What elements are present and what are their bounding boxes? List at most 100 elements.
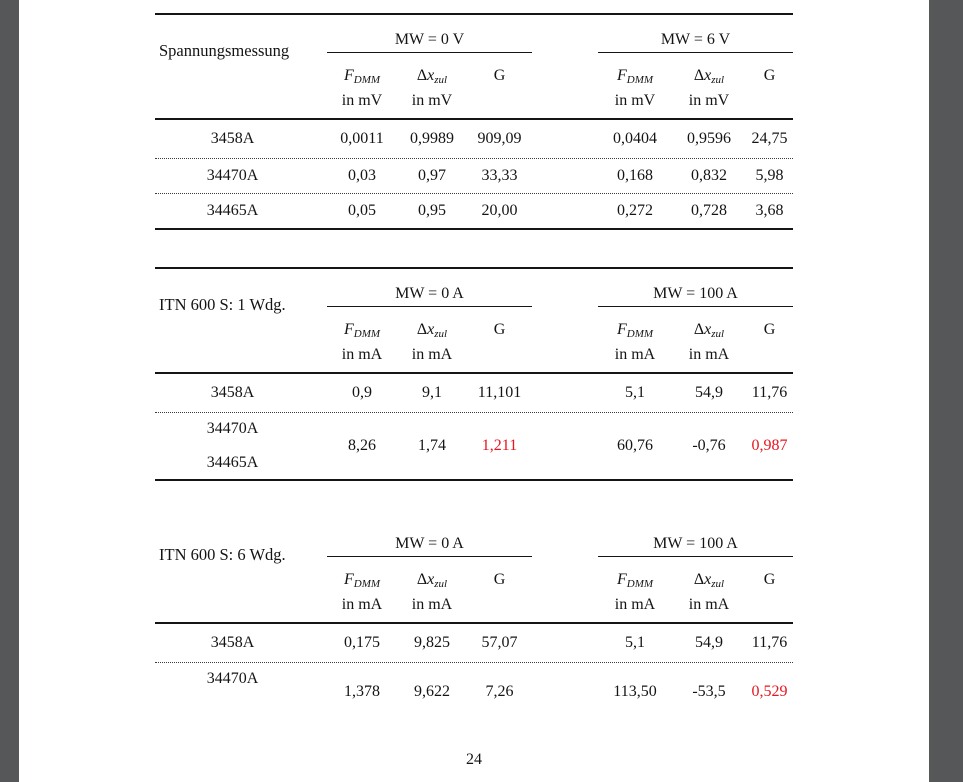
col-unit-label: in mV [688,92,730,109]
table-group-label: ITN 600 S: 6 Wdg. [159,545,286,564]
spacer [467,347,532,363]
value-cell: 11,76 [751,634,788,651]
col-header-dxzul: Δxzul [397,322,467,340]
col-header-g: G [763,321,776,338]
x-symbol: x [427,571,435,588]
value-cell: 3,68 [755,202,784,219]
value-cell-highlighted: 1,211 [481,437,518,454]
spacer [155,572,327,588]
device-name-cell: 3458A [210,130,255,147]
col-unit-label: in mA [614,596,656,613]
table-spannungsmessung: Spannungsmessung MW = 0 V MW = 6 V FDMM … [155,13,793,230]
value-cell: 0,832 [691,167,727,184]
value-cell: 0,0404 [613,130,657,147]
fdmm-subscript: DMM [353,74,381,86]
value-cell: 24,75 [751,130,788,147]
spacer [467,93,532,109]
col-header-fdmm: FDMM [327,67,397,86]
table-row: 3458A 0,9 9,1 11,101 5,1 54,9 11,76 [155,374,793,412]
spacer [532,572,598,588]
device-name-line: 34470A [206,420,259,437]
delta-symbol: Δ [416,67,428,84]
dxzul-subscript: zul [434,74,448,86]
spacer [746,93,793,109]
spacer [155,68,327,84]
col-header-dxzul: Δxzul [672,571,746,590]
mw-group-header: MW = 0 A [327,536,532,557]
value-cell: 1,378 [344,683,380,700]
value-cell: 0,168 [617,167,653,184]
fdmm-symbol: F [616,571,627,588]
fdmm-subscript: DMM [353,578,381,590]
value-cell: 0,0011 [340,130,384,147]
spacer [532,597,598,613]
device-name-cell: 34470A [155,663,310,721]
value-cell: 33,33 [481,167,518,184]
x-symbol: x [704,571,712,588]
mw-group-header: MW = 100 A [598,536,793,557]
spacer [155,93,327,109]
fdmm-symbol: F [616,67,627,84]
spacer [746,597,793,613]
value-cell: 11,101 [477,384,522,401]
value-cell: 8,26 [348,437,376,454]
mw-group-header: MW = 0 V [327,32,532,53]
spacer [155,597,327,613]
device-name-cell: 3458A [210,634,255,651]
value-cell: 54,9 [695,634,723,651]
table-row: 34470A 34465A 8,26 1,74 1,211 60,76 -0,7… [155,412,793,479]
table-row: 3458A 0,0011 0,9989 909,09 0,0404 0,9596… [155,120,793,158]
value-cell: 5,98 [755,167,784,184]
table-itn-600s-6wdg: ITN 600 S: 6 Wdg. MW = 0 A MW = 100 A FD… [155,519,793,721]
dxzul-subscript: zul [711,578,725,590]
value-cell: 60,76 [617,437,653,454]
table-header: MW = 0 V MW = 6 V FDMM Δxzul G FDMM Δxzu… [155,15,793,120]
dxzul-subscript: zul [711,328,725,340]
col-header-fdmm: FDMM [327,322,397,340]
value-cell: -0,76 [692,437,726,454]
col-header-g: G [763,571,776,588]
value-cell: 9,825 [414,634,450,651]
col-unit-label: in mV [341,92,383,109]
fdmm-symbol: F [343,571,354,588]
value-cell-highlighted: 0,987 [751,437,788,454]
value-cell: 7,26 [485,683,514,700]
fdmm-subscript: DMM [353,328,381,340]
col-header-g: G [763,67,776,84]
col-header-fdmm: FDMM [327,571,397,590]
col-unit-label: in mA [411,346,453,363]
value-cell: 0,95 [418,202,446,219]
mw-group-header: MW = 0 A [327,286,532,307]
device-name-line: 34465A [206,454,259,471]
col-header-fdmm: FDMM [598,322,672,340]
fdmm-subscript: DMM [626,578,654,590]
value-cell: 20,00 [481,202,518,219]
spacer [532,322,598,338]
spacer [532,536,598,557]
col-unit-label: in mV [411,92,453,109]
value-cell: -53,5 [692,683,726,700]
fdmm-symbol: F [343,67,354,84]
value-cell: 0,9596 [687,130,731,147]
value-cell: 5,1 [625,384,645,401]
spacer [532,286,598,307]
col-header-fdmm: FDMM [598,67,672,86]
col-unit-label: in mA [688,596,730,613]
col-header-g: G [493,321,506,338]
value-cell: 909,09 [477,130,522,147]
table-header: MW = 0 A MW = 100 A FDMM Δxzul G FDMM Δx… [155,519,793,624]
delta-symbol: Δ [416,571,428,588]
mw-group-header: MW = 6 V [598,32,793,53]
x-symbol: x [704,321,712,338]
value-cell: 0,97 [418,167,446,184]
col-unit-label: in mA [411,596,453,613]
col-header-dxzul: Δxzul [397,67,467,86]
col-header-g: G [493,67,506,84]
table-itn-600s-1wdg: ITN 600 S: 1 Wdg. MW = 0 A MW = 100 A FD… [155,267,793,481]
document-page[interactable]: Spannungsmessung MW = 0 V MW = 6 V FDMM … [19,0,929,782]
col-unit-label: in mA [614,346,656,363]
value-cell: 0,728 [691,202,727,219]
col-unit-label: in mA [688,346,730,363]
spacer [746,347,793,363]
value-cell: 57,07 [481,634,518,651]
